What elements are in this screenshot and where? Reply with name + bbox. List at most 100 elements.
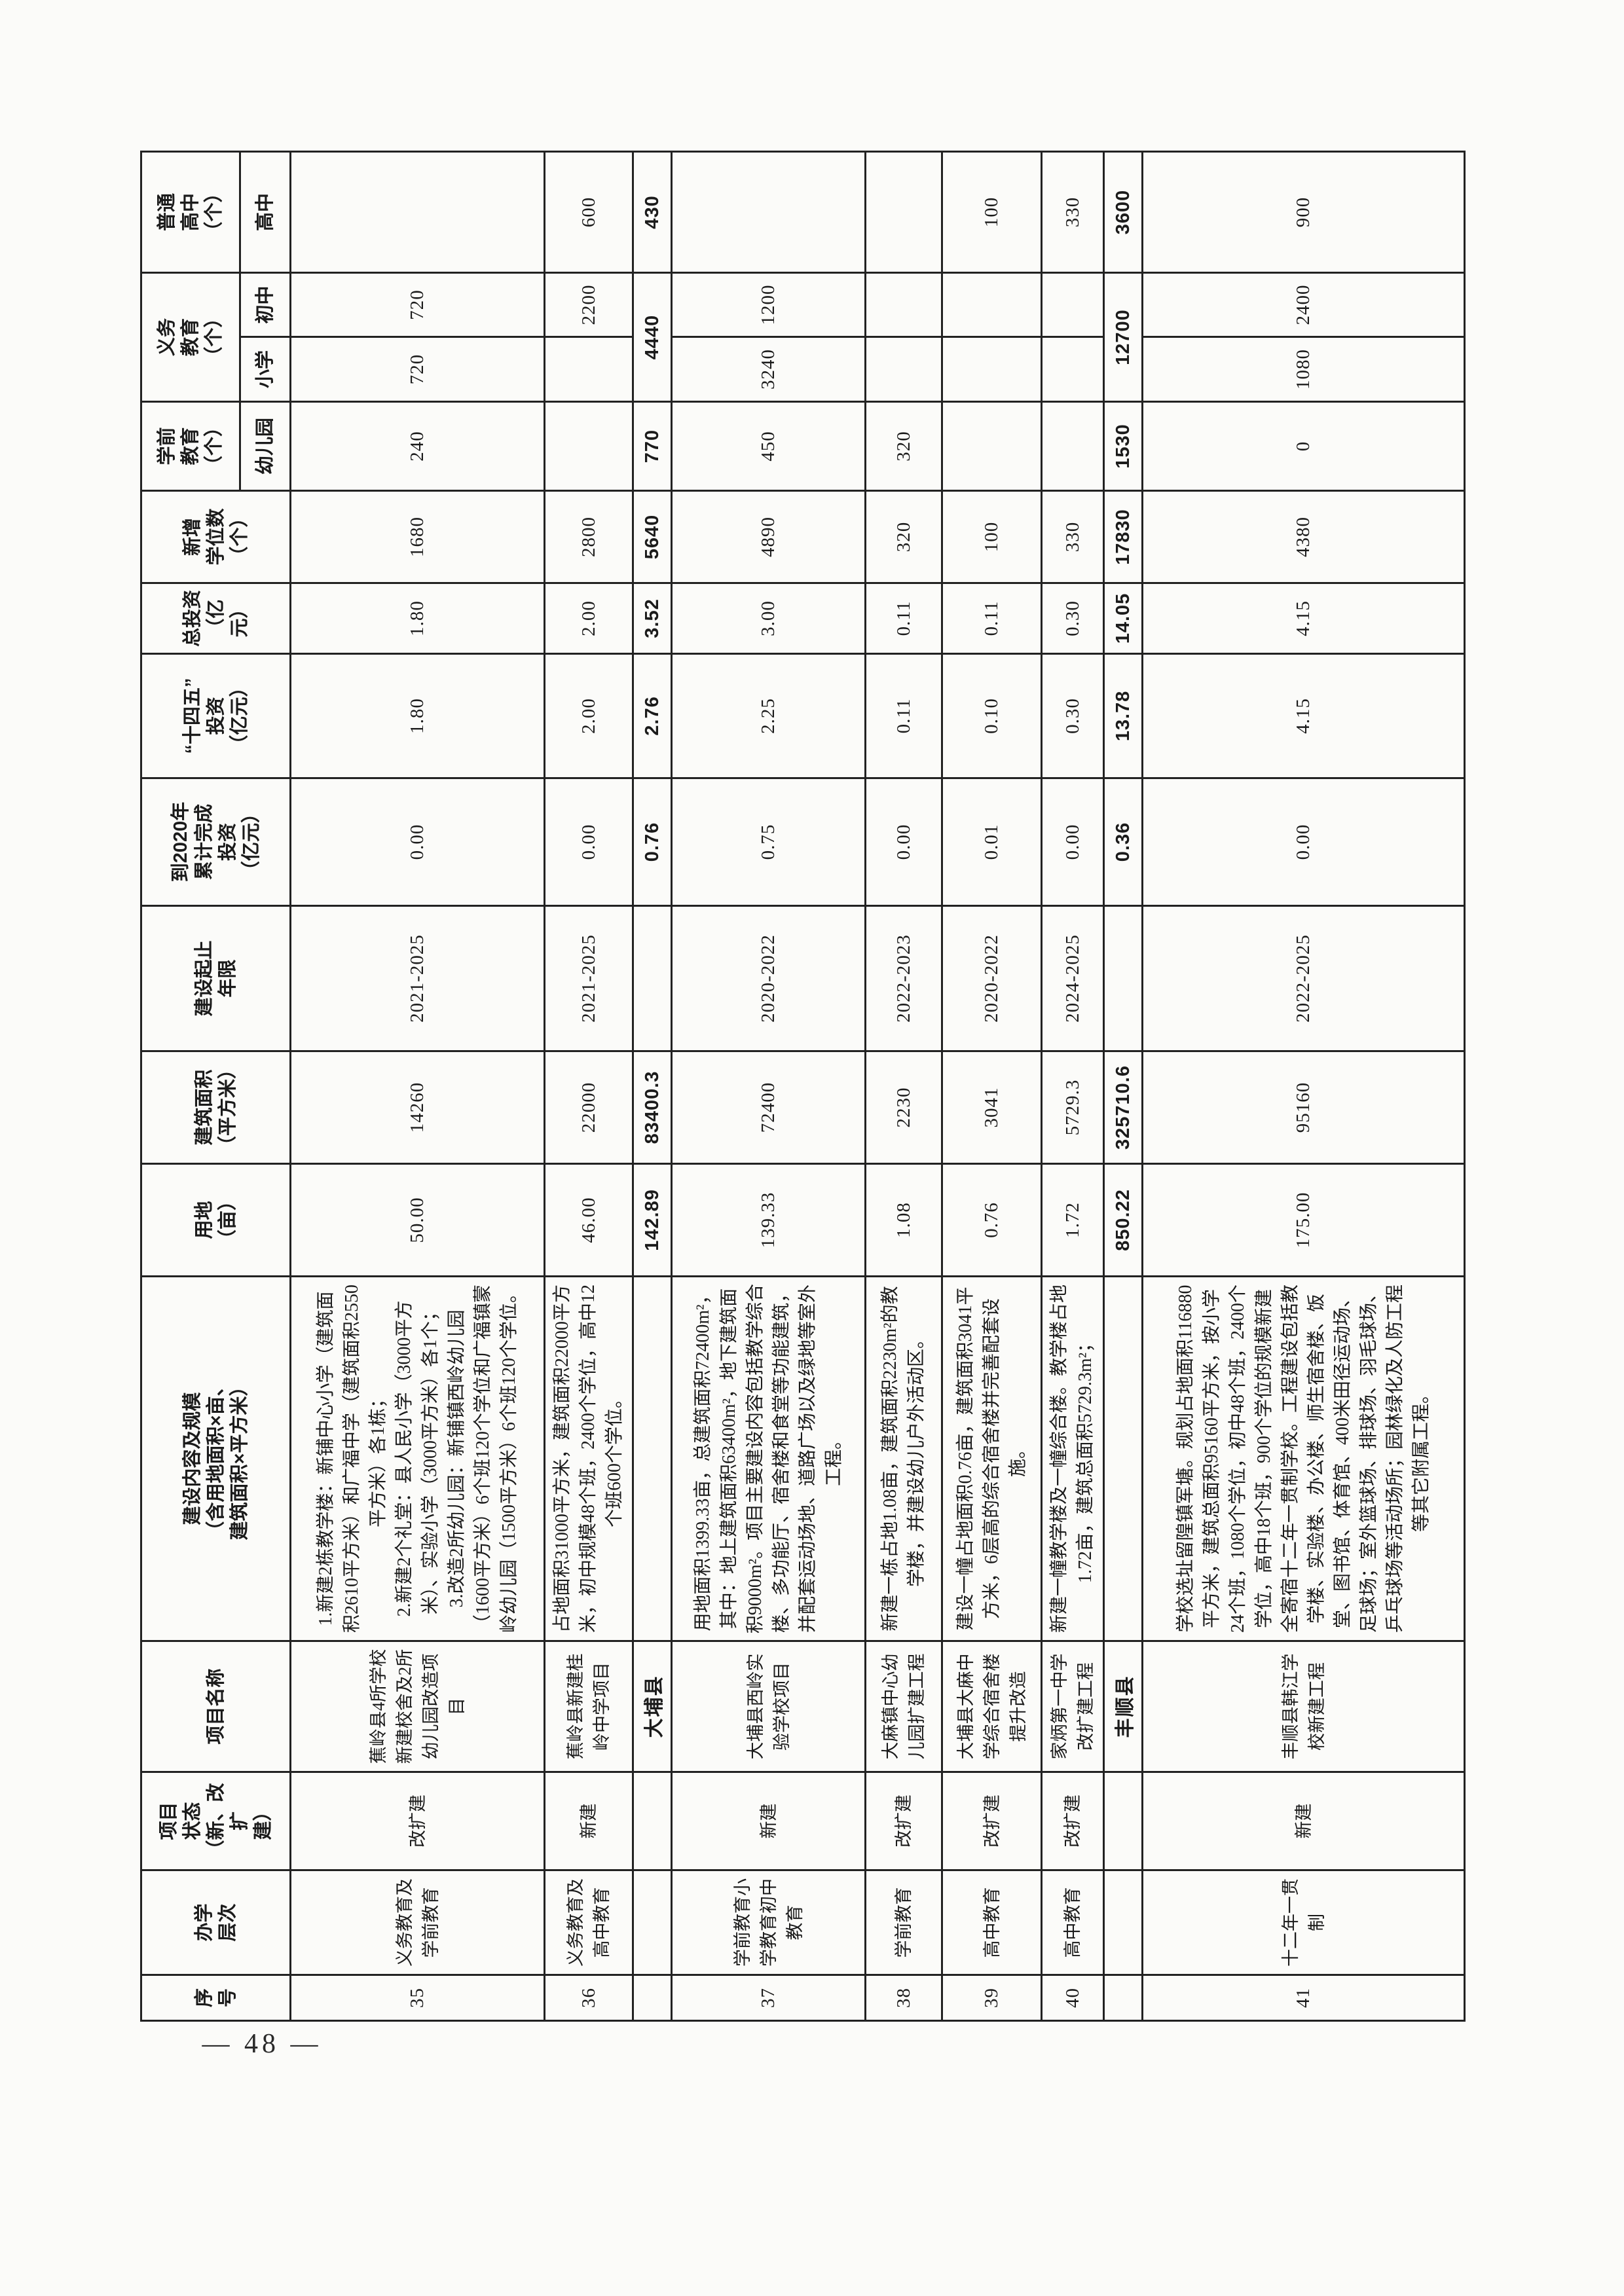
cell-inv-total: 0.11	[942, 583, 1042, 654]
col-header-level: 办学 层次	[141, 1870, 291, 1975]
cell-name: 大埔县大麻中学综合宿舍楼提升改造	[942, 1641, 1042, 1772]
rotated-table-container: 序号 办学 层次 项目 状态 （新、改扩 建） 项目名称 建设内容及规模 （含用地面积×…	[140, 151, 1465, 2022]
cell-seq: 37	[671, 1975, 866, 2021]
cell-status: 新建	[671, 1772, 866, 1870]
project-row-39: 39 高中教育 改扩建 大埔县大麻中学综合宿舍楼提升改造 建设一幢占地面积0.76亩，建…	[942, 151, 1042, 2021]
cell-new-seats: 1680	[290, 490, 545, 583]
cell-content	[1103, 1276, 1143, 1641]
cell-junior: 2400	[1142, 272, 1465, 337]
cell-level: 高中教育	[1041, 1870, 1104, 1975]
cell-senior	[865, 151, 942, 273]
cell-status: 改扩建	[942, 1772, 1042, 1870]
cell-kindergarten	[544, 401, 633, 491]
cell-floor-area: 72400	[671, 1051, 866, 1164]
cell-level: 义务教育及高中教育	[544, 1870, 633, 1975]
project-row-41: 41 十二年一贯制 新建 丰顺县韩江学校新建工程 学校选址留隍镇军塘。规划占地面积116…	[1142, 151, 1465, 2021]
cell-status: 新建	[1142, 1772, 1465, 1870]
cell-content: 新建一栋占地1.08亩，建筑面积2230m²的教学楼，并建设幼儿户外活动区。	[865, 1276, 942, 1641]
page-number: — 48 —	[202, 2029, 322, 2059]
cell-inv-total: 3.52	[633, 583, 672, 654]
col-subheader-senior: 高中	[240, 151, 291, 273]
cell-new-seats: 330	[1041, 490, 1104, 583]
cell-inv-total: 1.80	[290, 583, 545, 654]
cell-period	[633, 905, 672, 1051]
cell-name: 蕉岭县4所学校新建校舍及2所幼儿园改造项目	[290, 1641, 545, 1772]
cell-level: 十二年一贯制	[1142, 1870, 1465, 1975]
cell-floor-area: 14260	[290, 1051, 545, 1164]
cell-name: 丰顺县韩江学校新建工程	[1142, 1641, 1465, 1772]
cell-kindergarten: 770	[633, 401, 672, 491]
cell-inv-total: 3.00	[671, 583, 866, 654]
cell-inv-2020: 0.00	[1041, 778, 1104, 906]
cell-junior: 2200	[544, 272, 633, 337]
cell-inv-145: 2.25	[671, 653, 866, 778]
cell-new-seats: 100	[942, 490, 1042, 583]
cell-name: 蕉岭县新建桂岭中学项目	[544, 1641, 633, 1772]
cell-land-area: 1.72	[1041, 1163, 1104, 1277]
cell-floor-area: 22000	[544, 1051, 633, 1164]
col-header-floor_area: 建筑面积 （平方米）	[141, 1051, 291, 1164]
cell-inv-total: 2.00	[544, 583, 633, 654]
subtotal-row-丰顺县: 丰顺县 850.22 325710.6 0.36 13.78 14.05 17830 1530…	[1103, 151, 1143, 2021]
cell-name: 大麻镇中心幼儿园扩建工程	[865, 1641, 942, 1772]
cell-period: 2020-2022	[671, 905, 866, 1051]
cell-seq: 38	[865, 1975, 942, 2021]
cell-new-seats: 5640	[633, 490, 672, 583]
cell-junior: 1200	[671, 272, 866, 337]
cell-inv-145: 0.10	[942, 653, 1042, 778]
cell-seq	[1103, 1975, 1143, 2021]
cell-floor-area: 2230	[865, 1051, 942, 1164]
cell-inv-2020: 0.76	[633, 778, 672, 906]
cell-seq: 41	[1142, 1975, 1465, 2021]
project-row-37: 37 学前教育小学教育初中教育 新建 大埔县西岭实验学校项目 用地面积1399.33亩，…	[671, 151, 866, 2021]
col-header-senior_high: 普通 高中 （个）	[141, 151, 240, 273]
cell-primary	[942, 337, 1042, 402]
cell-land-area: 1.08	[865, 1163, 942, 1277]
cell-inv-2020: 0.00	[865, 778, 942, 906]
col-header-compulsory: 义务 教育 （个）	[141, 272, 240, 402]
cell-content	[633, 1276, 672, 1641]
cell-inv-145: 2.00	[544, 653, 633, 778]
cell-junior: 720	[290, 272, 545, 337]
cell-content: 1.新建2栋教学楼：新铺中心小学（建筑面积2610平方米）和广福中学（建筑面积2…	[290, 1276, 545, 1641]
cell-inv-total: 0.11	[865, 583, 942, 654]
cell-new-seats: 2800	[544, 490, 633, 583]
cell-senior: 430	[633, 151, 672, 273]
cell-kindergarten: 320	[865, 401, 942, 491]
cell-primary	[1041, 337, 1104, 402]
cell-seq: 36	[544, 1975, 633, 2021]
cell-kindergarten: 0	[1142, 401, 1465, 491]
cell-junior	[1041, 272, 1104, 337]
cell-content: 学校选址留隍镇军塘。规划占地面积116880平方米，建筑总面积95160平方米，…	[1142, 1276, 1465, 1641]
cell-kindergarten	[1041, 401, 1104, 491]
cell-content: 用地面积1399.33亩，总建筑面积72400m²，其中：地上建筑面积63400…	[671, 1276, 866, 1641]
col-header-content: 建设内容及规模 （含用地面积×亩、 建筑面积×平方米）	[141, 1276, 291, 1641]
cell-level	[633, 1870, 672, 1975]
cell-inv-145: 0.11	[865, 653, 942, 778]
cell-inv-total: 0.30	[1041, 583, 1104, 654]
cell-period: 2022-2023	[865, 905, 942, 1051]
cell-junior	[865, 272, 942, 337]
cell-land-area: 46.00	[544, 1163, 633, 1277]
cell-level: 义务教育及学前教育	[290, 1870, 545, 1975]
cell-level: 高中教育	[942, 1870, 1042, 1975]
col-header-inv_145: “十四五” 投资 （亿元）	[141, 653, 291, 778]
cell-primary: 1080	[1142, 337, 1465, 402]
cell-period: 2024-2025	[1041, 905, 1104, 1051]
cell-junior	[942, 272, 1042, 337]
cell-status: 新建	[544, 1772, 633, 1870]
col-subheader-primary: 小学	[240, 337, 291, 402]
cell-senior: 100	[942, 151, 1042, 273]
cell-inv-2020: 0.01	[942, 778, 1042, 906]
cell-senior	[290, 151, 545, 273]
cell-county-label: 丰顺县	[1103, 1641, 1143, 1772]
cell-seq	[633, 1975, 672, 2021]
cell-inv-145: 13.78	[1103, 653, 1143, 778]
col-header-seq: 序号	[141, 1975, 291, 2021]
cell-senior: 600	[544, 151, 633, 273]
project-row-38: 38 学前教育 改扩建 大麻镇中心幼儿园扩建工程 新建一栋占地1.08亩，建筑面积223…	[865, 151, 942, 2021]
cell-senior: 3600	[1103, 151, 1143, 273]
cell-inv-145: 1.80	[290, 653, 545, 778]
cell-period	[1103, 905, 1143, 1051]
project-row-40: 40 高中教育 改扩建 家炳第一中学改扩建工程 新建一幢教学楼及一幢综合楼。教学楼占地1…	[1041, 151, 1104, 2021]
